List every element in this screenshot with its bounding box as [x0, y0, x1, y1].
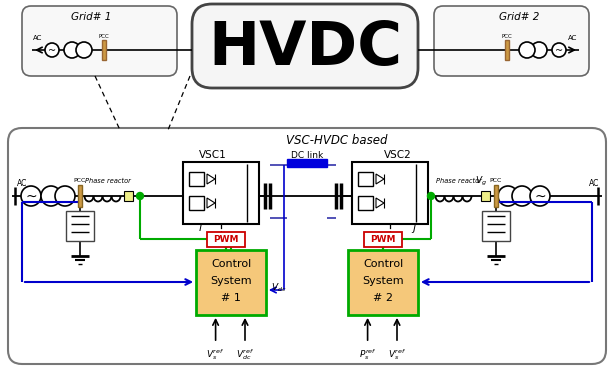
Bar [481, 191, 490, 201]
Bar [189, 172, 204, 186]
Bar [78, 185, 82, 207]
Text: AC: AC [17, 180, 28, 189]
Text: $V_{dc}^{ref}$: $V_{dc}^{ref}$ [236, 347, 254, 362]
Text: ~: ~ [534, 190, 546, 204]
Text: VSC2: VSC2 [384, 150, 412, 160]
Circle shape [76, 42, 92, 58]
Text: AC: AC [568, 35, 577, 41]
Text: PCC: PCC [501, 35, 512, 39]
Circle shape [21, 186, 41, 206]
Circle shape [427, 192, 435, 199]
Text: ~: ~ [48, 46, 56, 56]
Text: Phase reactor: Phase reactor [436, 178, 482, 184]
Text: PWM: PWM [213, 235, 238, 244]
Bar [505, 40, 509, 60]
Text: ~: ~ [25, 190, 37, 204]
Circle shape [41, 186, 61, 206]
FancyBboxPatch shape [434, 6, 589, 76]
Circle shape [55, 186, 75, 206]
FancyBboxPatch shape [22, 6, 177, 76]
Bar [348, 250, 418, 315]
Circle shape [519, 42, 535, 58]
Polygon shape [376, 198, 384, 208]
Bar [494, 185, 498, 207]
Circle shape [530, 186, 550, 206]
Circle shape [64, 42, 80, 58]
Bar [358, 172, 373, 186]
Text: $V_s^{ref}$: $V_s^{ref}$ [207, 347, 225, 362]
Bar [189, 196, 204, 210]
Bar [102, 40, 106, 60]
Text: $V_{dc}$: $V_{dc}$ [271, 281, 287, 294]
Bar [183, 162, 259, 224]
Circle shape [137, 192, 143, 199]
Text: Grid# 1: Grid# 1 [71, 12, 112, 22]
Text: AC: AC [589, 180, 599, 189]
Text: Control: Control [211, 259, 251, 269]
Text: System: System [210, 276, 252, 286]
Text: i: i [199, 223, 202, 233]
Circle shape [531, 42, 547, 58]
Text: PCC: PCC [74, 179, 86, 183]
Circle shape [512, 186, 532, 206]
Polygon shape [376, 174, 384, 184]
Bar [482, 211, 510, 241]
Text: AC: AC [33, 35, 43, 41]
Bar [66, 211, 94, 241]
Circle shape [498, 186, 518, 206]
Text: # 2: # 2 [373, 293, 393, 303]
Bar [207, 232, 245, 247]
Text: ~: ~ [555, 46, 563, 56]
FancyBboxPatch shape [8, 128, 606, 364]
Text: PWM: PWM [370, 235, 396, 244]
Text: System: System [362, 276, 404, 286]
Text: $P_s^{ref}$: $P_s^{ref}$ [359, 347, 376, 362]
Text: PCC: PCC [490, 179, 502, 183]
Bar [124, 191, 133, 201]
Text: $V_g$: $V_g$ [475, 174, 487, 187]
Bar [196, 250, 266, 315]
Text: HVDC: HVDC [208, 19, 402, 78]
Text: DC link: DC link [291, 151, 323, 160]
Bar [358, 196, 373, 210]
Text: VSC1: VSC1 [199, 150, 227, 160]
Polygon shape [207, 198, 215, 208]
Text: j: j [413, 223, 416, 233]
Bar [287, 159, 327, 167]
Text: Control: Control [363, 259, 403, 269]
Text: Grid# 2: Grid# 2 [500, 12, 539, 22]
Text: VSC-HVDC based: VSC-HVDC based [286, 135, 388, 148]
Text: PCC: PCC [99, 35, 109, 39]
Bar [352, 162, 428, 224]
Circle shape [45, 43, 59, 57]
Bar [364, 232, 402, 247]
Text: $V_s^{ref}$: $V_s^{ref}$ [388, 347, 406, 362]
Polygon shape [207, 174, 215, 184]
FancyBboxPatch shape [192, 4, 418, 88]
Text: Phase reactor: Phase reactor [85, 178, 131, 184]
Circle shape [552, 43, 566, 57]
Text: # 1: # 1 [221, 293, 241, 303]
